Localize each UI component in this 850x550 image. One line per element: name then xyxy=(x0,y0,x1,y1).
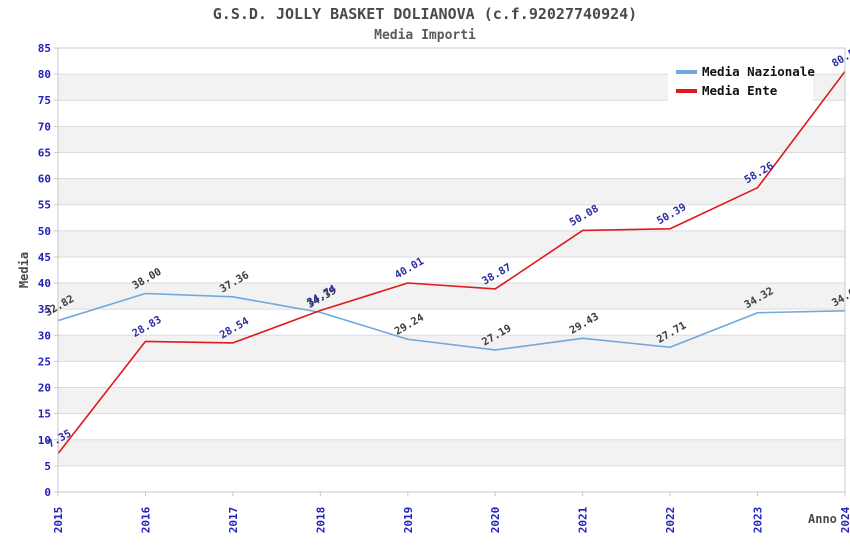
legend-label: Media Ente xyxy=(702,83,778,98)
plot-band xyxy=(58,256,845,284)
x-tick-label: 2017 xyxy=(227,507,240,534)
plot-band xyxy=(58,335,845,362)
plot-band xyxy=(58,361,845,388)
x-axis-title: Anno xyxy=(808,512,837,526)
series-lines xyxy=(57,70,846,455)
y-tick-label: 55 xyxy=(38,199,51,212)
axis-ticks-and-labels: 0 5 10 15 20 25 30 35 40 45 50 55 60 65 70 75 80 85 2015 20… xyxy=(38,42,850,533)
plot-band xyxy=(58,309,845,336)
plot-border xyxy=(57,47,846,493)
plot-band xyxy=(58,126,845,153)
series-line-media-ente xyxy=(57,70,846,455)
y-tick-label: 15 xyxy=(38,408,51,421)
y-tick-label: 40 xyxy=(38,277,51,290)
y-tick-label: 50 xyxy=(38,225,51,238)
y-tick-label: 0 xyxy=(44,486,51,499)
y-tick-label: 75 xyxy=(38,94,51,107)
chart-subtitle: Media Importi xyxy=(374,28,476,43)
plot-band xyxy=(58,465,845,492)
x-tick-label: 2019 xyxy=(402,507,415,534)
y-tick-label: 45 xyxy=(38,251,51,264)
x-tick-label: 2024 xyxy=(839,506,850,533)
plot-band xyxy=(58,204,845,231)
y-tick-label: 20 xyxy=(38,382,51,395)
plot-background-bands xyxy=(58,48,845,492)
x-tick-label: 2015 xyxy=(52,507,65,534)
x-tick-label: 2022 xyxy=(664,507,677,534)
x-tick-label: 2021 xyxy=(577,506,590,533)
y-tick-label: 10 xyxy=(38,434,51,447)
plot-band xyxy=(58,230,845,257)
y-tick-label: 70 xyxy=(38,120,51,133)
x-tick-label: 2020 xyxy=(489,507,502,534)
plot-band xyxy=(58,100,845,127)
chart-title: G.S.D. JOLLY BASKET DOLIANOVA (c.f.92027… xyxy=(213,5,637,23)
x-tick-label: 2023 xyxy=(752,507,765,534)
plot-band xyxy=(58,439,845,466)
x-tick-label: 2018 xyxy=(314,507,327,534)
series-line-media-nazionale xyxy=(57,292,846,351)
y-axis-title: Media xyxy=(17,252,31,288)
y-tick-label: 25 xyxy=(38,355,51,368)
legend-box xyxy=(668,57,813,103)
legend-label: Media Nazionale xyxy=(702,64,815,79)
legend: Media Nazionale Media Ente xyxy=(668,57,815,103)
y-tick-label: 60 xyxy=(38,173,51,186)
y-tick-label: 35 xyxy=(38,303,51,316)
y-tick-label: 5 xyxy=(44,460,51,473)
y-tick-label: 30 xyxy=(38,329,51,342)
plot-band xyxy=(58,387,845,414)
plot-band xyxy=(58,283,845,310)
y-tick-label: 85 xyxy=(38,42,51,55)
plot-band xyxy=(58,152,845,179)
x-tick-label: 2016 xyxy=(139,506,152,533)
y-tick-label: 80 xyxy=(38,68,51,81)
y-tick-label: 65 xyxy=(38,146,51,159)
plot-band xyxy=(58,413,845,440)
plot-band xyxy=(58,178,845,205)
